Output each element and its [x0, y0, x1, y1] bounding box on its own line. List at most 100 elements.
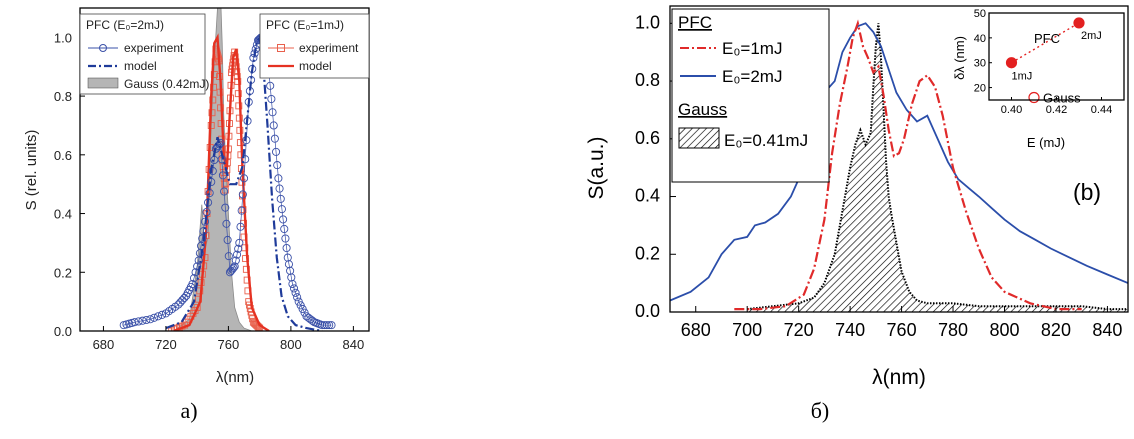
chart-b-x-axis: 680 700 720 740 760 780 800 820 840: [681, 306, 1122, 340]
series-b-2mj: [670, 22, 1128, 302]
y-tick-label: 0.4: [635, 186, 660, 206]
inset-x-tick-label: 0.40: [1001, 104, 1022, 116]
point-a-2mj-exp: [229, 263, 238, 272]
x-tick-label: 680: [681, 320, 711, 340]
point-a-2mj-exp: [224, 252, 233, 261]
point-a-1mj-exp: [209, 96, 217, 104]
point-a-2mj-exp: [287, 273, 296, 282]
point-a-2mj-exp: [266, 81, 275, 90]
series-b-gauss-area: [747, 23, 1128, 312]
point-a-2mj-exp: [270, 134, 279, 143]
chart-b: 680 700 720 740 760 780 800 820 840 0.0 0.2 0.4 0.6…: [585, 5, 1129, 423]
inset-point-label: Gauss: [1043, 91, 1081, 106]
x-tick-label: 720: [155, 337, 177, 352]
point-a-2mj-exp: [146, 315, 155, 324]
chart-a-frame: [79, 7, 370, 332]
point-a-1mj-exp: [234, 90, 242, 98]
legend-a2-experiment: experiment: [299, 41, 359, 55]
chart-b-x-label: λ(nm): [872, 366, 926, 389]
x-tick-label: 700: [732, 320, 762, 340]
inset-x-label: E (mJ): [1027, 135, 1065, 150]
point-a-2mj-exp: [289, 284, 299, 293]
x-tick-label: 760: [887, 320, 917, 340]
inset-x-axis: 0.40 0.42 0.44: [1001, 97, 1112, 116]
series-a-2mj-experiment-line: [123, 36, 332, 326]
point-a-2mj-exp: [241, 155, 250, 164]
y-tick-label: 1.0: [54, 30, 72, 45]
x-tick-label: 820: [1041, 320, 1071, 340]
chart-b-y-axis: 0.0 0.2 0.4 0.6 0.8 1.0: [635, 12, 676, 321]
point-a-2mj-exp: [220, 187, 229, 196]
inset-pfc-line: [1011, 22, 1080, 64]
point-a-2mj-exp: [267, 94, 276, 104]
point-a-1mj-exp: [239, 206, 247, 214]
inset-y-tick-label: 40: [974, 33, 986, 45]
chart-b-legend: PFC E₀=1mJ E₀=2mJ Gauss E₀=0.41mJ: [671, 8, 830, 183]
inset-point-label: 2mJ: [1081, 30, 1102, 42]
point-a-2mj-exp: [236, 222, 245, 231]
x-tick-label: 780: [938, 320, 968, 340]
inset-x-tick-label: 0.42: [1046, 104, 1067, 116]
inset-point-1mj: [1005, 57, 1018, 69]
point-a-2mj-exp: [228, 265, 237, 274]
inset-y-label: δλ (nm): [952, 36, 967, 80]
point-a-2mj-exp: [134, 317, 143, 326]
point-a-2mj-exp: [142, 315, 151, 325]
y-tick-label: 0.8: [54, 89, 72, 104]
chart-b-series-group: [670, 19, 1128, 312]
point-a-2mj-exp: [221, 203, 230, 212]
inset-x-tick-label: 0.44: [1091, 104, 1112, 116]
legend-b-gauss: E₀=0.41mJ: [724, 131, 808, 150]
chart-b-caption: б): [811, 398, 830, 423]
series-b-gauss-outline: [747, 23, 1128, 311]
point-a-2mj-exp: [274, 174, 283, 183]
point-a-2mj-exp: [284, 260, 293, 269]
y-tick-label: 0.8: [635, 70, 660, 90]
y-tick-label: 1.0: [635, 12, 660, 32]
point-a-2mj-exp: [237, 206, 246, 215]
chart-b-inset: 1mJ 2mJ Gauss 0.40 0.42 0.44 20 30 40 50 E (mJ)…: [952, 8, 1126, 150]
point-a-1mj-exp: [242, 255, 250, 263]
point-a-2mj-exp: [130, 318, 139, 327]
x-tick-label: 840: [1092, 320, 1122, 340]
x-tick-label: 740: [835, 320, 865, 340]
x-tick-label: 840: [343, 337, 365, 352]
point-a-1mj-exp: [222, 179, 230, 187]
legend-a2-model: model: [299, 59, 332, 73]
legend-a2-title: PFC (E₀=1mJ): [266, 18, 344, 32]
point-a-2mj-exp: [322, 321, 331, 330]
legend-a1-gauss: Gauss (0.42mJ): [124, 77, 209, 91]
series-a-2mj-model: [165, 33, 323, 331]
point-a-1mj-exp: [233, 68, 241, 76]
point-a-2mj-exp: [238, 190, 247, 199]
point-a-1mj-exp: [208, 109, 216, 117]
legend-a1-gauss-swatch: [87, 77, 119, 89]
inset-pfc-annotation: PFC: [1034, 31, 1060, 46]
point-a-2mj-exp: [235, 238, 244, 247]
chart-a-legend-1mj: PFC (E₀=1mJ) experiment model: [259, 13, 370, 79]
legend-a1-title: PFC (E₀=2mJ): [86, 18, 164, 32]
legend-a1-model: model: [124, 59, 157, 73]
legend-b-gauss-title: Gauss: [678, 100, 727, 119]
series-b-1mj: [734, 19, 1082, 311]
y-tick-label: 0.2: [54, 265, 72, 280]
point-a-2mj-exp: [293, 293, 302, 302]
chart-a-legend-2mj: PFC (E₀=2mJ) experiment model Gauss (0.4…: [79, 13, 209, 95]
point-a-2mj-exp: [193, 262, 202, 271]
point-a-2mj-exp: [275, 184, 284, 193]
point-a-2mj-exp: [234, 244, 243, 253]
x-tick-label: 760: [218, 337, 240, 352]
point-a-2mj-exp: [280, 224, 289, 234]
inset-y-tick-label: 50: [974, 8, 986, 20]
chart-a-caption: a): [180, 398, 197, 423]
legend-b-1mj: E₀=1mJ: [722, 39, 782, 58]
point-a-1mj-exp: [234, 77, 242, 85]
point-a-2mj-exp: [273, 161, 282, 170]
legend-a1-marker-experiment: [99, 44, 107, 52]
point-a-2mj-exp: [286, 266, 295, 275]
x-tick-label: 680: [93, 337, 115, 352]
point-a-2mj-exp: [223, 235, 232, 245]
x-tick-label: 800: [280, 337, 302, 352]
chart-b-frame: [669, 5, 1129, 313]
